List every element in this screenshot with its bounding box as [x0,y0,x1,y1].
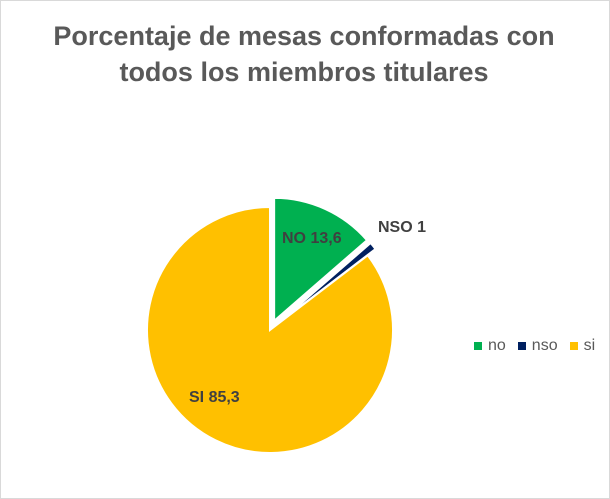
legend-label-no: no [488,337,506,354]
data-label-nso: NSO 1 [378,219,426,236]
legend-label-si: si [583,337,596,354]
pie-slices [146,196,394,454]
pie-slice-nso [277,241,377,325]
pie-data-labels: NO 13,6 NSO 1 SI 85,3 [189,219,426,406]
legend-entry-si: si [569,337,596,355]
chart-legend: no nso si [474,337,607,355]
legend-swatch-no [474,342,482,350]
legend-entry-no: no [474,337,506,355]
legend-swatch-nso [517,342,526,350]
legend-label-nso: nso [531,337,558,354]
data-label-no: NO 13,6 [282,230,342,247]
chart-title-line-2: todos los miembros titulares [119,57,489,87]
pie-slice-si [146,205,394,454]
legend-entry-nso: nso [517,337,558,355]
pie-slice-no [273,196,369,324]
chart-title-line-1: Porcentaje de mesas conformadas con [53,21,555,51]
data-label-si: SI 85,3 [189,389,240,406]
legend-swatch-si [569,342,578,350]
chart-title: Porcentaje de mesas conformadas con todo… [0,18,608,90]
